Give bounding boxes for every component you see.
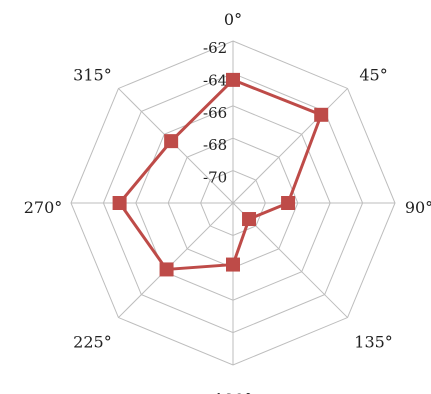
angle-label: 270° — [24, 198, 63, 217]
radial-tick-labels: -62 -64 -66 -68 -70 — [203, 39, 227, 187]
radial-tick-label: -64 — [203, 71, 227, 89]
angle-label: 315° — [73, 65, 112, 84]
angle-label: 0° — [224, 10, 242, 29]
radial-tick-label: -66 — [203, 104, 227, 122]
radial-tick-label: -68 — [203, 136, 227, 154]
angle-labels: 0° 45° 90° 135° 180° 225° 270° 315° — [24, 10, 431, 394]
data-point-marker — [314, 107, 329, 122]
data-point-marker — [226, 257, 240, 272]
angle-label: 180° — [214, 390, 253, 394]
angle-label: 45° — [359, 65, 387, 84]
angle-label: 90° — [405, 198, 431, 217]
data-point-marker — [159, 262, 174, 277]
data-point-marker — [226, 72, 240, 87]
grid-spoke — [232, 88, 348, 204]
data-point-marker — [112, 196, 127, 210]
data-series — [112, 72, 329, 277]
angle-label: 225° — [73, 333, 112, 352]
radial-tick-label: -62 — [203, 39, 227, 57]
grid-spoke — [118, 202, 234, 318]
data-point-marker — [164, 134, 179, 149]
angle-label: 135° — [354, 333, 393, 352]
radial-tick-label: -70 — [203, 169, 227, 187]
data-point-marker — [281, 196, 296, 210]
data-point-marker — [242, 212, 257, 227]
